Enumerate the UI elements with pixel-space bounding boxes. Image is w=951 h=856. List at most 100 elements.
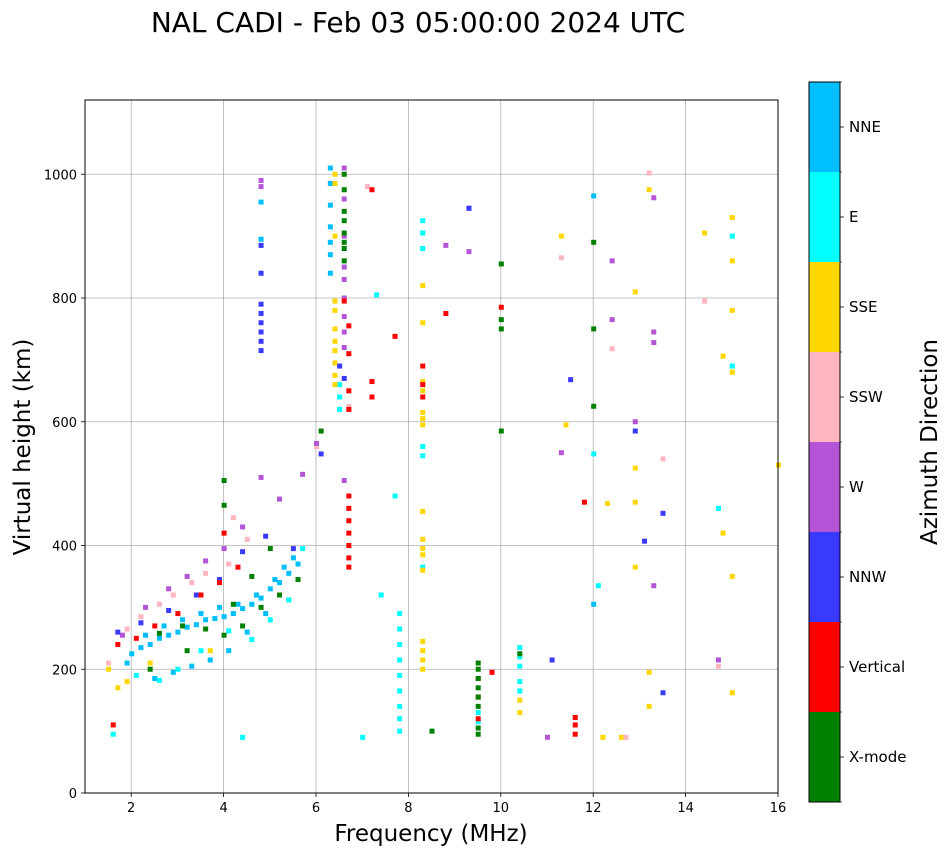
data-point — [216, 580, 222, 586]
data-point — [517, 710, 523, 716]
data-point — [651, 340, 657, 346]
data-point — [290, 555, 296, 561]
data-point — [660, 456, 666, 462]
data-point — [277, 592, 283, 598]
data-point — [272, 577, 278, 583]
x-tick-label: 16 — [770, 801, 787, 816]
data-point — [226, 561, 232, 567]
data-point — [203, 570, 209, 576]
data-point — [498, 317, 504, 323]
data-point — [475, 719, 481, 725]
data-point — [660, 510, 666, 516]
data-point — [124, 626, 130, 632]
y-axis-label: Virtual height (km) — [10, 339, 36, 556]
data-point — [258, 595, 264, 601]
colorbar-segment — [809, 442, 840, 532]
data-point — [397, 657, 403, 663]
data-point — [341, 314, 347, 320]
data-point — [258, 242, 264, 248]
data-point — [258, 270, 264, 276]
data-point — [258, 604, 264, 610]
data-point — [466, 205, 472, 211]
data-point — [175, 611, 181, 617]
data-point — [258, 310, 264, 316]
data-point — [420, 453, 426, 459]
data-point — [249, 601, 255, 607]
data-point — [475, 666, 481, 672]
colorbar-segment — [809, 82, 840, 172]
data-point — [175, 666, 181, 672]
data-point — [346, 406, 352, 412]
colorbar-segment — [809, 712, 840, 802]
data-points — [106, 165, 781, 740]
data-point — [420, 546, 426, 552]
data-point — [517, 688, 523, 694]
data-point — [327, 202, 333, 208]
data-point — [420, 444, 426, 449]
colorbar-title: Azimuth Direction — [917, 339, 943, 545]
data-point — [443, 310, 449, 316]
data-point — [729, 233, 735, 239]
data-point — [642, 538, 648, 544]
x-axis-label: Frequency (MHz) — [334, 821, 527, 847]
data-point — [230, 515, 236, 521]
data-point — [397, 642, 403, 647]
data-point — [609, 258, 615, 264]
data-point — [198, 648, 204, 654]
colorbar-tick-label: E — [849, 208, 858, 226]
data-point — [517, 697, 523, 703]
series-w — [119, 165, 721, 740]
data-point — [156, 601, 162, 607]
data-point — [591, 239, 597, 245]
data-point — [106, 660, 112, 666]
data-point — [346, 564, 352, 570]
data-point — [115, 629, 121, 635]
data-point — [397, 672, 403, 678]
data-point — [591, 601, 597, 607]
y-tick-label: 800 — [52, 292, 77, 307]
data-point — [475, 660, 481, 666]
data-point — [729, 215, 735, 221]
series-nnw — [115, 205, 666, 696]
data-point — [267, 617, 273, 623]
data-point — [397, 611, 403, 617]
data-point — [226, 648, 232, 654]
data-point — [591, 403, 597, 409]
data-point — [517, 654, 523, 660]
data-point — [207, 657, 213, 663]
data-point — [249, 637, 255, 643]
data-point — [258, 474, 264, 480]
data-point — [332, 382, 338, 388]
y-tick-label: 600 — [52, 416, 77, 431]
y-tick-label: 400 — [52, 540, 77, 555]
data-point — [341, 171, 347, 177]
data-point — [184, 573, 190, 579]
data-point — [729, 573, 735, 579]
data-point — [397, 728, 403, 734]
data-point — [568, 377, 574, 383]
data-point — [216, 604, 222, 610]
data-point — [715, 663, 721, 669]
data-point — [397, 703, 403, 709]
data-point — [729, 258, 735, 264]
colorbar-tick-label: NNW — [849, 568, 886, 586]
x-tick-label: 10 — [493, 801, 510, 816]
data-point — [166, 607, 172, 613]
data-point — [374, 292, 380, 298]
data-point — [369, 394, 375, 400]
data-point — [240, 524, 246, 530]
data-point — [152, 676, 158, 682]
data-point — [180, 617, 186, 623]
data-point — [364, 184, 370, 190]
data-point — [558, 255, 564, 261]
data-point — [216, 577, 222, 583]
data-point — [341, 329, 347, 335]
data-point — [341, 165, 347, 171]
data-point — [281, 564, 287, 570]
data-point — [720, 530, 726, 536]
data-point — [286, 570, 292, 576]
data-point — [341, 375, 347, 381]
data-point — [277, 580, 283, 586]
axis-ticks: 2 4 6 8 10 12 14 16 0 200 400 600 800 1000 — [44, 168, 786, 816]
data-point — [475, 716, 481, 722]
